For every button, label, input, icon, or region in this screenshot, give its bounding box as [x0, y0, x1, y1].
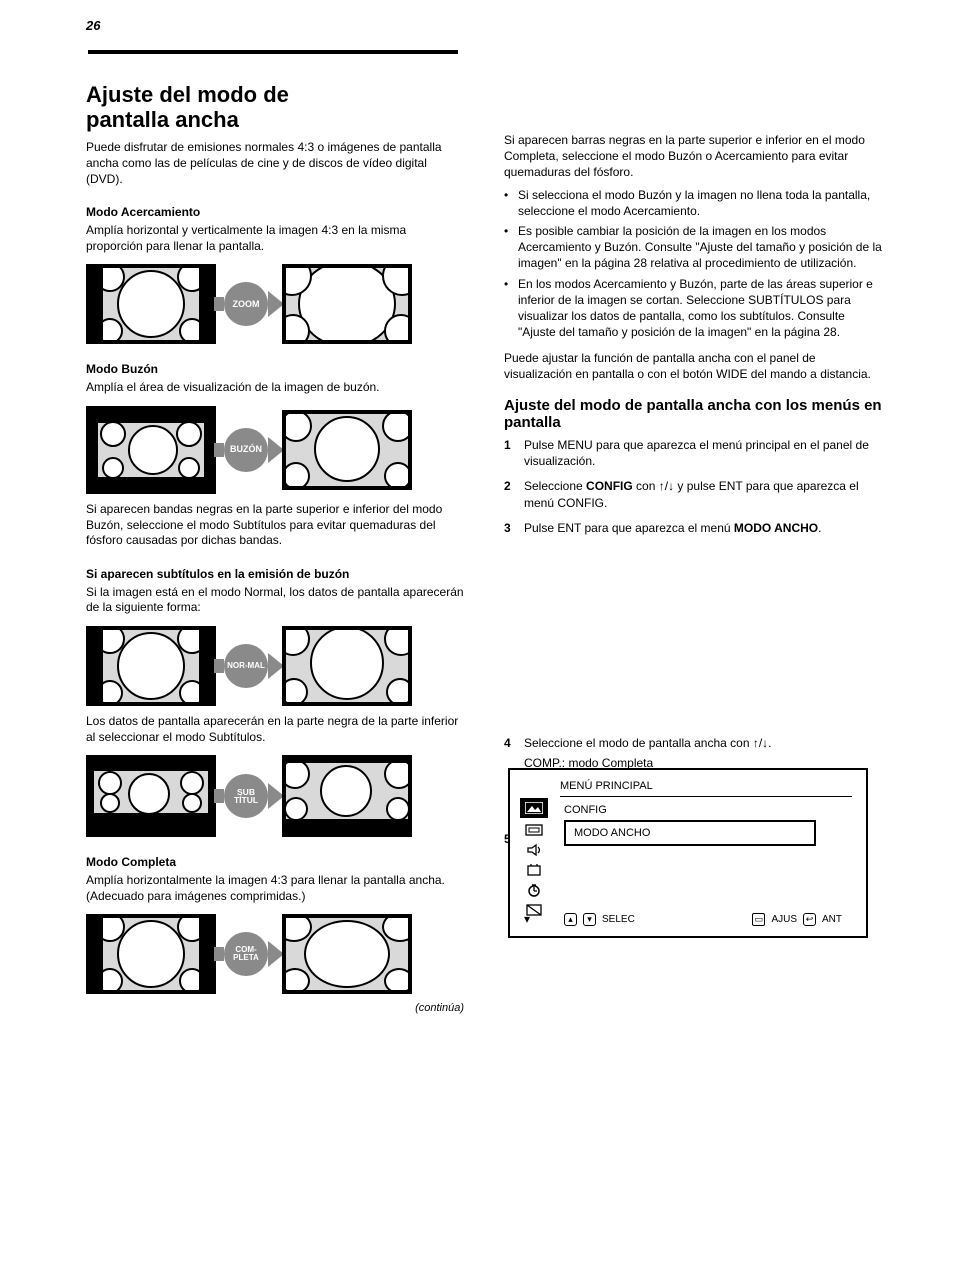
tv-inner [103, 268, 199, 340]
step-text: Seleccione CONFIG con ↑/↓ y pulse ENT pa… [524, 478, 882, 512]
tv-inner [286, 763, 408, 819]
tv-after [282, 264, 412, 344]
tv-before [86, 755, 216, 837]
section-title: Ajuste del modo de pantalla ancha [86, 82, 464, 133]
intro-text: Puede disfrutar de emisiones normales 4:… [86, 139, 464, 188]
osd-scroll-down-icon: ▾ [524, 912, 530, 926]
tv-inner [103, 918, 199, 990]
osd-item-label: MODO ANCHO [574, 827, 650, 839]
osd-sidebar [520, 798, 548, 921]
osd-tab-audio-icon [520, 841, 548, 859]
osd-footer-left: ▴ ▾ SELEC [564, 913, 635, 926]
title-line2: pantalla ancha [86, 107, 239, 132]
arrow: NOR-MAL [214, 644, 284, 688]
title-line1: Ajuste del modo de [86, 82, 289, 107]
zoom-label: Modo Acercamiento [86, 205, 464, 219]
osd-selected-item: MODO ANCHO [564, 820, 816, 846]
step-3: 3 Pulse ENT para que aparezca el menú MO… [504, 520, 882, 537]
buzon-desc: Amplía el área de visualización de la im… [86, 380, 464, 396]
tv-inner [286, 268, 408, 340]
arrow-label: BUZÓN [224, 428, 268, 472]
two-column-layout: Ajuste del modo de pantalla ancha Puede … [86, 82, 882, 1014]
completa-desc: Amplía horizontalmente la imagen 4:3 par… [86, 873, 464, 904]
tv-inner [94, 771, 208, 813]
zoom-diagram: ZOOM [86, 264, 464, 344]
right-column: Si aparecen barras negras en la parte su… [504, 82, 882, 1014]
tv-after [282, 755, 412, 837]
tv-before [86, 626, 216, 706]
osd-nav-select: SELEC [602, 914, 635, 925]
normal-diagram: NOR-MAL [86, 626, 464, 706]
arrow: COM-PLETA [214, 932, 284, 976]
completa-label: Modo Completa [86, 855, 464, 869]
bullet-1: •Si selecciona el modo Buzón y la imagen… [504, 187, 882, 219]
arrow: SUB TÍTUL [214, 774, 284, 818]
osd-tab-timer-icon [520, 881, 548, 899]
step-num: 3 [504, 520, 524, 537]
osd-menu: MENÚ PRINCIPAL CONFIG MODO ANCHO [508, 768, 868, 938]
key-up-icon: ▴ [564, 913, 577, 926]
step-text: Pulse ENT para que aparezca el menú MODO… [524, 520, 821, 537]
tv-after [282, 914, 412, 994]
subtitulos-heading: Si aparecen subtítulos en la emisión de … [86, 567, 464, 581]
buzon-label: Modo Buzón [86, 362, 464, 376]
zoom-desc: Amplía horizontal y verticalmente la ima… [86, 223, 464, 254]
arrow-label: SUB TÍTUL [224, 774, 268, 818]
tv-before [86, 406, 216, 494]
arrow-label: COM-PLETA [224, 932, 268, 976]
arrow-label: NOR-MAL [224, 644, 268, 688]
step-text: Pulse MENU para que aparezca el menú pri… [524, 437, 882, 471]
manual-page: 26 Ajuste del modo de pantalla ancha Pue… [0, 0, 954, 1274]
bullet-2: •Es posible cambiar la posición de la im… [504, 223, 882, 272]
continued-label: (continúa) [86, 1002, 464, 1014]
footnote-lead: Si aparecen bandas negras en la parte su… [86, 502, 409, 516]
step-num: 1 [504, 437, 524, 471]
right-para1: Si aparecen barras negras en la parte su… [504, 132, 882, 181]
bullet-text: Es posible cambiar la posición de la ima… [518, 223, 882, 272]
tv-inner [286, 918, 408, 990]
osd-tab-setup-icon [520, 861, 548, 879]
osd-section: CONFIG [564, 804, 607, 816]
bullet-text: En los modos Acercamiento y Buzón, parte… [518, 276, 882, 341]
tv-after [282, 626, 412, 706]
osd-footer-right: ▭ AJUS ↩ ANT [752, 913, 842, 926]
page-number: 26 [86, 18, 100, 33]
left-column: Ajuste del modo de pantalla ancha Puede … [86, 82, 464, 1014]
arrow: BUZÓN [214, 428, 284, 472]
right-h2: Ajuste del modo de pantalla ancha con lo… [504, 397, 882, 431]
tv-after [282, 410, 412, 490]
subtitulos-diagram: SUB TÍTUL [86, 755, 464, 837]
osd-title: MENÚ PRINCIPAL [560, 780, 653, 792]
key-enter-icon: ▭ [752, 913, 765, 926]
tv-before [86, 914, 216, 994]
step-1: 1 Pulse MENU para que aparezca el menú p… [504, 437, 882, 471]
tv-inner [286, 414, 408, 486]
tv-inner [103, 630, 199, 702]
osd-tab-image-icon [520, 798, 548, 818]
step-num: 2 [504, 478, 524, 512]
step-2: 2 Seleccione CONFIG con ↑/↓ y pulse ENT … [504, 478, 882, 512]
osd-nav-set: AJUS [771, 914, 797, 925]
arrow: ZOOM [214, 282, 284, 326]
key-down-icon: ▾ [583, 913, 596, 926]
header-rule [88, 50, 458, 54]
osd-nav-back: ANT [822, 914, 842, 925]
osd-title-rule [560, 796, 852, 797]
key-back-icon: ↩ [803, 913, 816, 926]
right-para2: Puede ajustar la función de pantalla anc… [504, 350, 882, 382]
osd-tab-screen-icon [520, 821, 548, 839]
bullet-3: •En los modos Acercamiento y Buzón, part… [504, 276, 882, 341]
tv-inner [286, 630, 408, 702]
subtitulos-normal-line: Si la imagen está en el modo Normal, los… [86, 585, 464, 616]
arrow-label: ZOOM [224, 282, 268, 326]
buzon-diagram: BUZÓN [86, 406, 464, 494]
tv-inner [98, 423, 204, 477]
completa-diagram: COM-PLETA [86, 914, 464, 994]
buzon-footnote: Si aparecen bandas negras en la parte su… [86, 502, 464, 549]
tv-before [86, 264, 216, 344]
subtitulos-sub-line: Los datos de pantalla aparecerán en la p… [86, 714, 464, 745]
bullet-text: Si selecciona el modo Buzón y la imagen … [518, 187, 882, 219]
